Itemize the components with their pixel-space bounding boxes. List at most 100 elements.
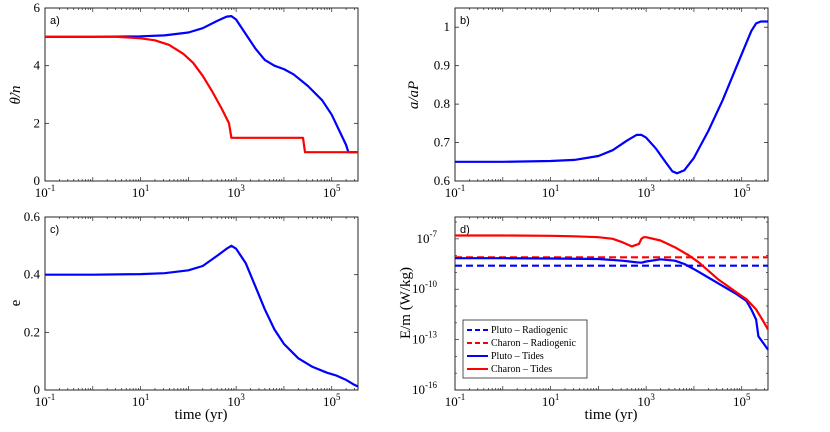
x-tick-exp: 5: [336, 392, 341, 402]
y-tick-label: 0.9: [434, 58, 450, 73]
x-tick-base: 10: [227, 394, 240, 409]
panel-letter: b): [460, 15, 470, 27]
x-tick-exp: 5: [746, 392, 751, 402]
y-axis-label: e: [8, 299, 24, 306]
x-tick-label: 105: [733, 183, 751, 200]
panel-letter: c): [50, 224, 59, 236]
panel-d: d) E/m (W/kg) time (yr) Pluto – Radiogen…: [398, 216, 769, 423]
y-tick-label: 10-10: [412, 279, 437, 296]
x-tick-base: 10: [132, 394, 145, 409]
x-tick-exp: 5: [336, 183, 341, 193]
x-tick-label: 101: [132, 183, 150, 200]
x-tick-base: 10: [733, 185, 746, 200]
x-tick-label: 10-1: [35, 183, 56, 200]
y-tick-label: 10-13: [412, 330, 437, 347]
panel-letter: d): [460, 224, 470, 236]
x-tick-label: 10-1: [445, 183, 466, 200]
y-tick-base: 10: [412, 281, 425, 296]
x-tick-base: 10: [733, 394, 746, 409]
x-tick-label: 105: [733, 392, 751, 409]
plot-frame: [44, 7, 359, 182]
y-tick-label: 0: [34, 382, 41, 397]
y-tick-label: 6: [34, 0, 41, 15]
x-tick-base: 10: [542, 185, 555, 200]
y-tick-label: 0.6: [434, 173, 451, 188]
y-tick-label: 0.7: [434, 135, 451, 150]
y-tick-label: 2: [34, 115, 41, 130]
x-tick-label: 105: [323, 392, 341, 409]
x-tick-exp: 1: [145, 183, 150, 193]
x-axis-label: time (yr): [585, 407, 638, 423]
y-tick-label: 0.6: [24, 209, 41, 224]
x-tick-exp: 1: [555, 183, 560, 193]
y-tick-exp: -13: [425, 330, 437, 340]
x-tick-base: 10: [35, 394, 48, 409]
y-tick-label: 10-7: [417, 229, 438, 246]
x-tick-label: 101: [542, 392, 560, 409]
x-tick-label: 103: [637, 392, 655, 409]
x-tick-exp: -1: [458, 183, 466, 193]
x-tick-exp: 5: [746, 183, 751, 193]
x-tick-label: 103: [637, 183, 655, 200]
x-tick-exp: 3: [240, 183, 245, 193]
x-tick-label: 101: [132, 392, 150, 409]
y-tick-label: 0.8: [434, 96, 450, 111]
legend-label-charon-radiogenic: Charon – Radiogenic: [491, 338, 577, 349]
x-tick-exp: 3: [240, 392, 245, 402]
x-tick-exp: -1: [48, 392, 56, 402]
y-tick-label: 0: [34, 173, 41, 188]
legend-label-charon-tides: Charon – Tides: [491, 364, 552, 375]
plot-frame: [454, 7, 769, 182]
y-axis-label: a/aP: [406, 81, 422, 109]
x-tick-base: 10: [323, 185, 336, 200]
series-line-pluto: [455, 20, 768, 175]
x-tick-exp: 3: [650, 183, 655, 193]
x-tick-base: 10: [637, 185, 650, 200]
x-tick-exp: 1: [555, 392, 560, 402]
y-tick-exp: -16: [425, 380, 437, 390]
x-tick-exp: -1: [48, 183, 56, 193]
y-tick-label: 0.4: [24, 267, 41, 282]
y-axis-label-main: a/aP: [406, 81, 422, 109]
y-axis-label-main: E/m (W/kg): [398, 267, 414, 339]
x-tick-label: 105: [323, 183, 341, 200]
y-tick-base: 10: [417, 231, 430, 246]
x-tick-label: 10-1: [35, 392, 56, 409]
y-tick-exp: -7: [430, 229, 438, 239]
series-line-charon: [45, 35, 358, 154]
y-tick-label: 0.2: [24, 324, 40, 339]
y-axis-label: E/m (W/kg): [398, 267, 414, 339]
x-tick-base: 10: [132, 185, 145, 200]
x-tick-label: 103: [227, 183, 245, 200]
y-axis-label-main: θ̇/n: [8, 85, 24, 104]
x-tick-base: 10: [542, 394, 555, 409]
panel-letter: a): [50, 15, 60, 27]
x-tick-label: 103: [227, 392, 245, 409]
y-tick-exp: -10: [425, 279, 437, 289]
x-tick-exp: -1: [458, 392, 466, 402]
x-tick-label: 101: [542, 183, 560, 200]
x-axis-label: time (yr): [175, 407, 228, 423]
x-tick-base: 10: [445, 185, 458, 200]
y-axis-label-main: e: [8, 299, 24, 306]
series-line-pluto-tides: [455, 257, 769, 351]
y-tick-label: 1: [444, 19, 451, 34]
x-tick-base: 10: [637, 394, 650, 409]
y-axis-label: θ̇/n: [8, 85, 24, 104]
legend-label-pluto-radiogenic: Pluto – Radiogenic: [491, 325, 568, 336]
y-tick-base: 10: [412, 332, 425, 347]
y-tick-label: 10-16: [412, 380, 437, 397]
y-tick-base: 10: [412, 382, 425, 397]
x-tick-exp: 1: [145, 392, 150, 402]
x-tick-base: 10: [35, 185, 48, 200]
x-tick-base: 10: [227, 185, 240, 200]
series-line-pluto: [45, 15, 358, 154]
x-tick-exp: 3: [650, 392, 655, 402]
legend: Pluto – Radiogenic Charon – Radiogenic P…: [462, 319, 588, 379]
x-tick-base: 10: [445, 394, 458, 409]
y-tick-label: 4: [34, 58, 41, 73]
